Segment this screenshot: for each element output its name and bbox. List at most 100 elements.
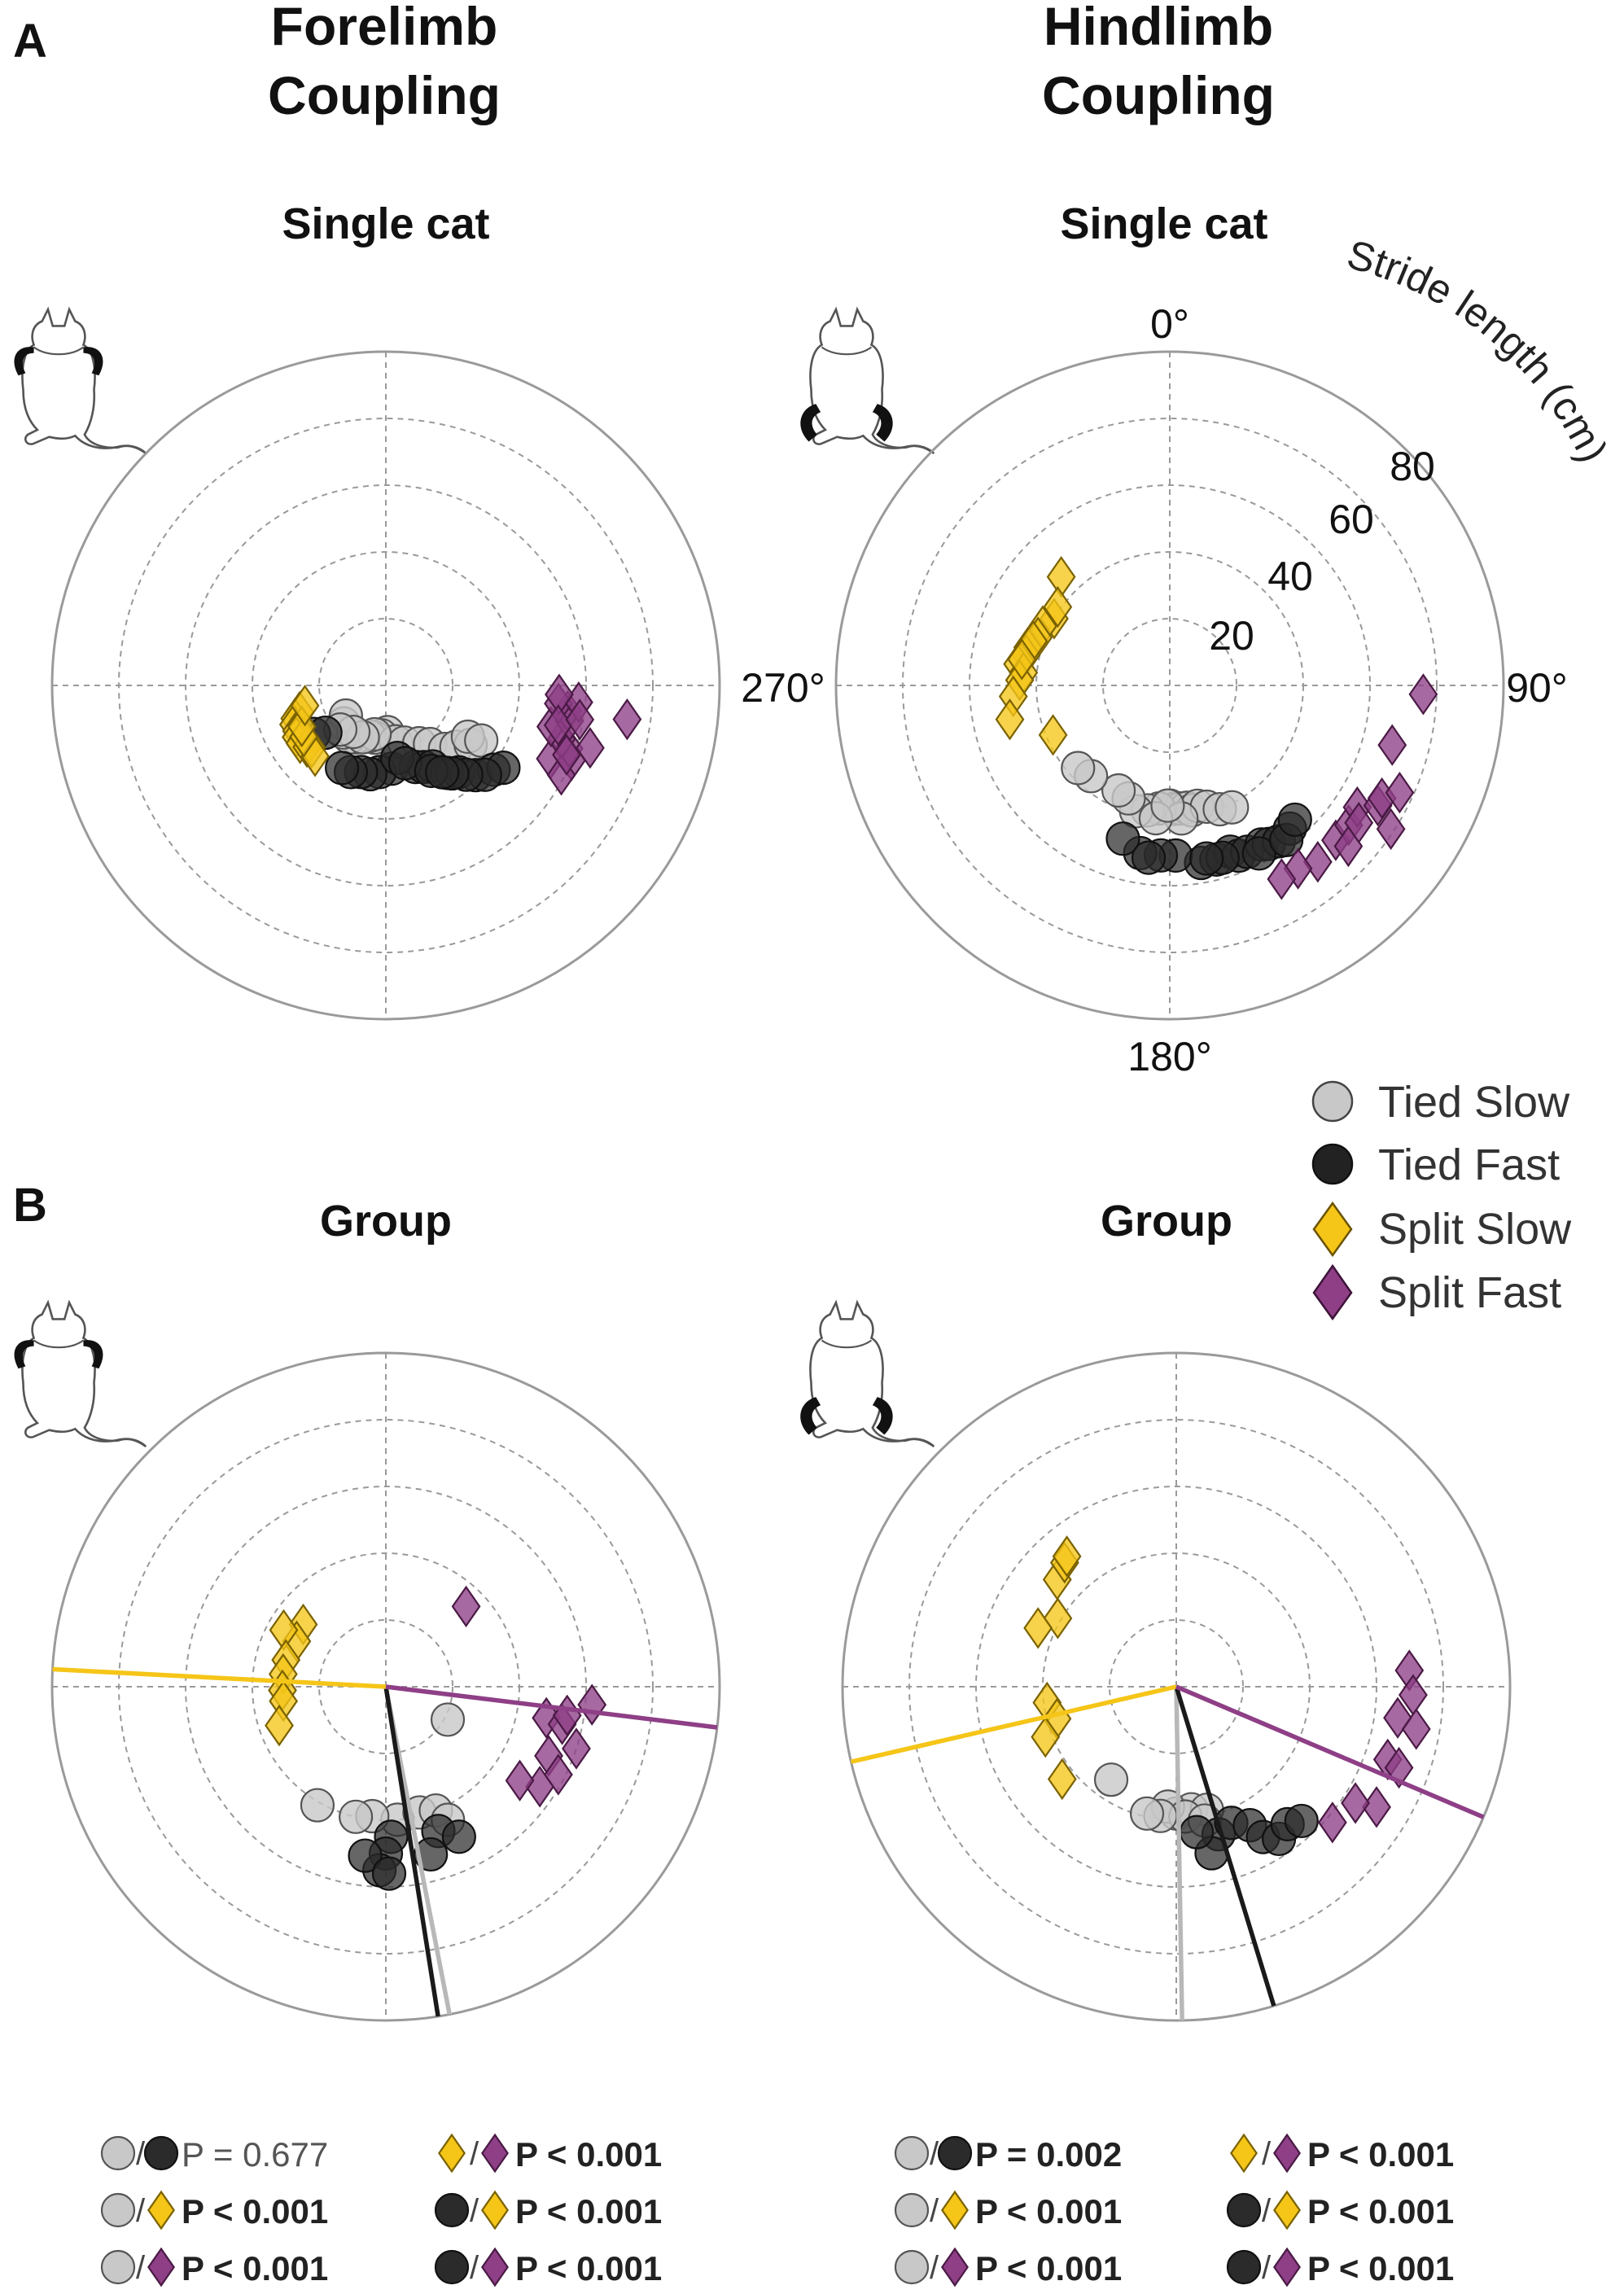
mean-vector-tied-fast xyxy=(383,1686,440,2017)
polar-plot-group-forelimb xyxy=(50,1351,721,2022)
subplot-title-single-forelimb: Single cat xyxy=(282,199,489,248)
radial-tick-60: 60 xyxy=(1329,497,1374,542)
stat-marker-b xyxy=(481,2190,509,2231)
polar-outer-ring xyxy=(841,1351,1512,2022)
grid-ring-20 xyxy=(1109,1619,1244,1754)
stat-marker-a xyxy=(894,2192,930,2228)
stat-slash: / xyxy=(136,2193,146,2229)
point-tied-fast-6 xyxy=(1284,1803,1319,1839)
point-tied-slow-18 xyxy=(464,723,499,758)
point-split-fast-0 xyxy=(1302,841,1333,883)
stat-marker-a xyxy=(100,2192,136,2228)
stat-marker-a xyxy=(100,2249,136,2285)
column-title-hindlimb-line1: Hindlimb xyxy=(1044,0,1273,56)
stat-hindlimb-tied-slow-vs-split-fast: / P < 0.001 xyxy=(894,2247,1122,2287)
stat-marker-a xyxy=(438,2133,466,2174)
point-split-slow-2 xyxy=(1052,1535,1082,1578)
series-split-fast xyxy=(1267,673,1438,900)
polar-outer-ring xyxy=(50,350,721,1021)
point-split-fast-12 xyxy=(1267,858,1297,900)
stat-p-value: P = 0.677 xyxy=(182,2135,328,2174)
stat-slash: / xyxy=(1262,2136,1272,2172)
point-tied-slow-6 xyxy=(300,1788,335,1823)
point-tied-fast-8 xyxy=(1180,1815,1215,1850)
stat-marker-a xyxy=(894,2135,930,2171)
stats-hindlimb: / P = 0.002 / P < 0.001 / P < 0.001 / P < 0.001… xyxy=(894,2133,1454,2287)
legend-marker-split-slow xyxy=(1312,1201,1353,1258)
point-split-fast-11 xyxy=(576,727,605,769)
point-split-slow-7 xyxy=(1031,1716,1061,1758)
point-tied-slow-15 xyxy=(1061,751,1096,786)
stat-marker-b xyxy=(941,2190,969,2231)
stat-p-value: P < 0.001 xyxy=(975,2192,1122,2231)
point-split-fast-8 xyxy=(1384,1746,1414,1789)
stat-slash: / xyxy=(136,2136,146,2172)
point-split-fast-13 xyxy=(552,733,581,776)
stat-marker-a xyxy=(434,2192,470,2228)
stat-p-value: P < 0.001 xyxy=(1307,2192,1454,2231)
series-split-fast xyxy=(536,673,642,796)
point-tied-fast-17 xyxy=(1131,840,1167,875)
stat-marker-b xyxy=(1273,2133,1301,2174)
point-split-fast-0 xyxy=(451,1585,481,1628)
legend: Tied Slow Tied Fast Split Slow Split Fas… xyxy=(1311,1078,1572,1321)
point-split-slow-4 xyxy=(1023,1607,1053,1649)
point-tied-fast-15 xyxy=(1277,802,1312,838)
point-tied-slow-7 xyxy=(1093,1762,1129,1797)
legend-label-tied-fast: Tied Fast xyxy=(1378,1140,1560,1189)
point-split-fast-13 xyxy=(1344,802,1374,844)
point-tied-slow-0 xyxy=(430,1702,466,1737)
point-tied-fast-13 xyxy=(1241,836,1276,871)
radial-tick-80: 80 xyxy=(1390,444,1435,489)
point-split-slow-9 xyxy=(995,698,1025,741)
point-tied-fast-5 xyxy=(348,1838,383,1873)
stat-forelimb-tied-slow-vs-split-slow: / P < 0.001 xyxy=(100,2190,328,2231)
point-split-slow-8 xyxy=(1047,1758,1077,1801)
stat-forelimb-tied-fast-vs-split-slow: / P < 0.001 xyxy=(434,2190,662,2231)
stat-forelimb-tied-slow-vs-tied-fast: / P = 0.677 xyxy=(100,2135,328,2174)
stat-hindlimb-tied-slow-vs-split-slow: / P < 0.001 xyxy=(894,2190,1122,2231)
panel-label-a: A xyxy=(13,15,47,68)
column-title-hindlimb-line2: Coupling xyxy=(1042,65,1275,125)
stat-slash: / xyxy=(1262,2193,1272,2229)
grid-ring-20 xyxy=(1102,618,1237,753)
polar-plot-group-hindlimb xyxy=(841,1351,1512,2022)
point-split-fast-9 xyxy=(1408,673,1438,716)
stat-marker-a xyxy=(1226,2249,1262,2285)
cat-forelimb-icon xyxy=(14,308,147,455)
legend-marker-tied-slow xyxy=(1311,1080,1354,1123)
point-split-fast-15 xyxy=(565,698,595,741)
point-split-slow-7 xyxy=(265,1704,294,1747)
angle-label-0: 0° xyxy=(1150,301,1189,347)
point-split-slow-11 xyxy=(1046,555,1076,598)
radial-axis-label: Stride length (cm) xyxy=(1342,231,1617,469)
point-split-fast-7 xyxy=(543,1753,573,1796)
series-split-fast xyxy=(1317,1649,1431,1844)
cat-hindlimb-icon xyxy=(800,308,935,455)
column-title-forelimb-line1: Forelimb xyxy=(271,0,498,56)
legend-marker-split-fast xyxy=(1312,1263,1353,1321)
point-split-fast-9 xyxy=(505,1759,535,1801)
point-tied-fast-22 xyxy=(425,755,460,790)
angle-label-180: 180° xyxy=(1127,1034,1211,1079)
stat-marker-b xyxy=(143,2135,179,2171)
stat-marker-a xyxy=(1230,2133,1258,2174)
stat-marker-a xyxy=(100,2135,136,2171)
stat-p-value: P < 0.001 xyxy=(1307,2249,1454,2287)
stat-hindlimb-tied-fast-vs-split-slow: / P < 0.001 xyxy=(1226,2190,1454,2231)
stat-p-value: P < 0.001 xyxy=(1307,2135,1454,2174)
stat-forelimb-split-slow-vs-split-fast: / P < 0.001 xyxy=(438,2133,662,2174)
legend-label-tied-slow: Tied Slow xyxy=(1378,1078,1570,1127)
legend-marker-tied-fast xyxy=(1311,1143,1354,1185)
legend-item-tied-slow: Tied Slow xyxy=(1311,1078,1570,1127)
mean-vector-split-slow xyxy=(850,1684,1177,1764)
stat-slash: / xyxy=(470,2136,479,2172)
point-split-fast-7 xyxy=(1317,1801,1347,1844)
point-split-slow-11 xyxy=(290,685,320,727)
stat-marker-b xyxy=(1273,2247,1301,2287)
stat-marker-b xyxy=(481,2133,509,2174)
point-tied-slow-8 xyxy=(1215,790,1250,825)
point-tied-slow-6 xyxy=(1129,1796,1165,1831)
stat-slash: / xyxy=(930,2250,939,2286)
